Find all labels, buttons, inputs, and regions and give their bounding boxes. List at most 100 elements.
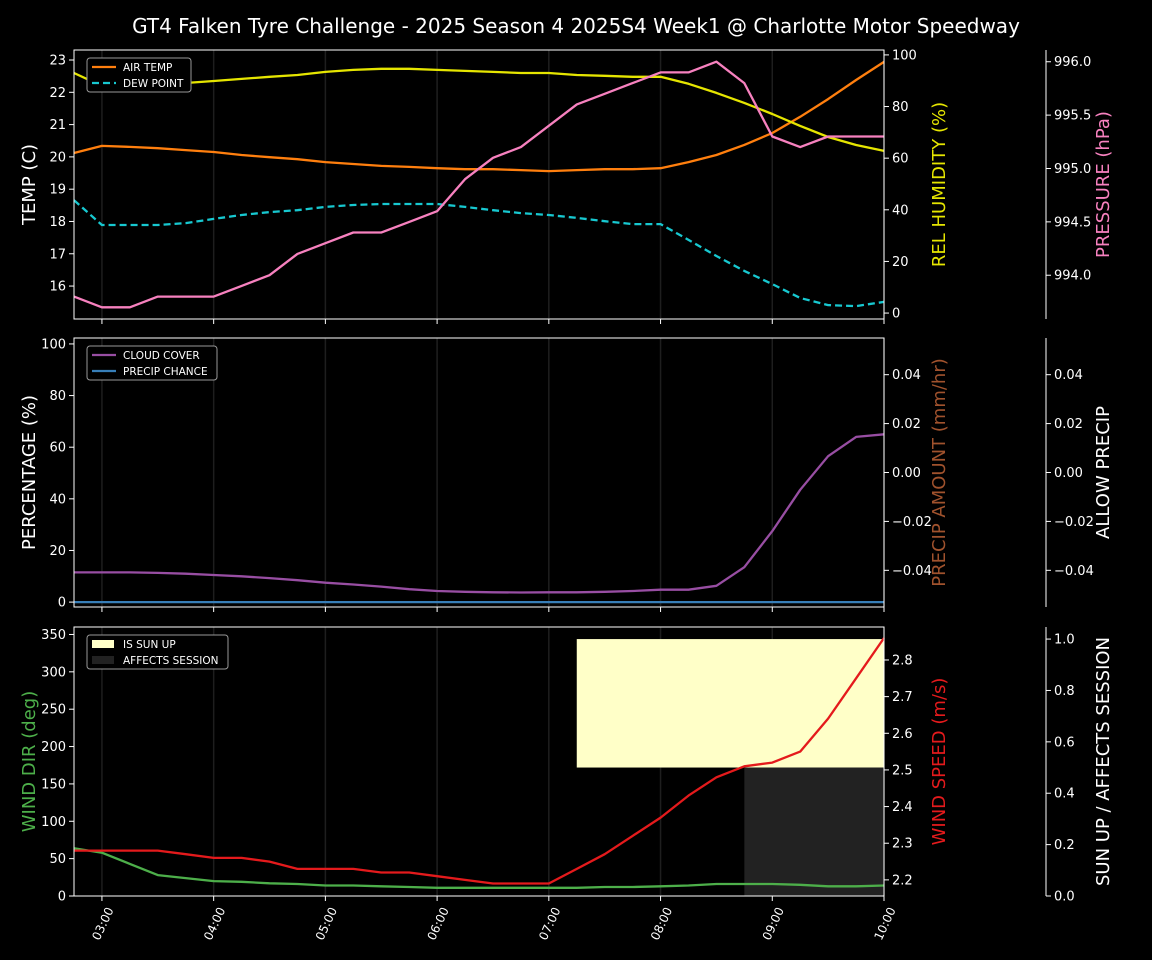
y-tick-label: 0.4 xyxy=(1054,787,1075,802)
y-tick-label: 22 xyxy=(49,86,66,101)
panel-3: 03:00 04:00 05:00 06:00 07:00 08:00 09:00 10:00… xyxy=(19,626,1114,942)
bar-affects-session xyxy=(744,767,884,896)
axis-label-pct: PERCENTAGE (%) xyxy=(19,395,40,550)
axis-label-pres: PRESSURE (hPa) xyxy=(1093,111,1114,258)
y-tick-label: 350 xyxy=(41,628,66,643)
chart-title: GT4 Falken Tyre Challenge - 2025 Season … xyxy=(132,14,1020,38)
y-tick-label: 60 xyxy=(892,152,909,167)
y-tick-label: 0 xyxy=(58,890,66,905)
x-tick-label: 03:00 xyxy=(89,905,116,942)
y-tick-label: 2.3 xyxy=(892,837,913,852)
y-tick-label: 80 xyxy=(49,389,66,404)
y-tick-label: 2.2 xyxy=(892,873,913,888)
axis-label-temp: TEMP (C) xyxy=(19,144,40,226)
y-tick-label: 20 xyxy=(49,150,66,165)
legend-label: PRECIP CHANCE xyxy=(123,366,208,378)
y-tick-label: 0.04 xyxy=(1054,368,1083,383)
x-tick-label: 06:00 xyxy=(424,905,451,942)
axis-label-hum: REL HUMIDITY (%) xyxy=(929,102,950,267)
legend-label: DEW POINT xyxy=(123,78,184,90)
y-tick-label: 0.04 xyxy=(892,368,921,383)
y-tick-label: 60 xyxy=(49,441,66,456)
series-line-pres xyxy=(73,60,884,309)
y-tick-label: 40 xyxy=(892,203,909,218)
legend-swatch xyxy=(92,640,114,648)
y-tick-label: 0.00 xyxy=(892,466,921,481)
y-tick-label: 0 xyxy=(892,307,900,322)
y-tick-label: 100 xyxy=(41,815,66,830)
y-tick-label: 19 xyxy=(49,183,66,198)
y-tick-label: 100 xyxy=(892,48,917,63)
y-tick-label: 300 xyxy=(41,665,66,680)
series-line-wspd xyxy=(74,637,885,885)
y-tick-label: 2.7 xyxy=(892,690,913,705)
series-line-wdir xyxy=(73,847,885,889)
plot-frame xyxy=(73,49,885,320)
y-tick-label: 200 xyxy=(41,740,66,755)
y-tick-label: 0.2 xyxy=(1054,838,1075,853)
y-tick-label: 2.6 xyxy=(892,727,913,742)
y-tick-label: 80 xyxy=(892,100,909,115)
y-tick-label: 20 xyxy=(892,255,909,270)
legend-swatch xyxy=(92,656,114,664)
legend: AIR TEMP DEW POINT xyxy=(86,57,192,93)
panel-2: 0 20 40 60 80 100 PERCENTAGE (%) −0.04 −0.02 0.00… xyxy=(19,337,1114,612)
y-tick-label: 20 xyxy=(49,544,66,559)
y-tick-label: 2.5 xyxy=(892,763,913,778)
y-tick-label: 40 xyxy=(49,492,66,507)
y-tick-label: −0.02 xyxy=(1054,515,1094,530)
legend-label: IS SUN UP xyxy=(123,639,176,651)
y-tick-label: 0.02 xyxy=(892,417,921,432)
axis-label-allow: ALLOW PRECIP xyxy=(1093,406,1114,539)
y-tick-label: 0.6 xyxy=(1054,735,1075,750)
legend: IS SUN UP AFFECTS SESSION xyxy=(86,634,229,670)
legend-box xyxy=(86,634,229,670)
x-tick-label: 04:00 xyxy=(201,905,228,942)
y-tick-label: 21 xyxy=(49,118,66,133)
axis-label-sun: SUN UP / AFFECTS SESSION xyxy=(1093,637,1114,886)
y-tick-label: 995.5 xyxy=(1054,109,1091,124)
y-tick-label: 0.00 xyxy=(1054,466,1083,481)
y-tick-label: 17 xyxy=(49,247,66,262)
x-tick-label: 08:00 xyxy=(648,905,675,942)
legend-label: AIR TEMP xyxy=(123,62,172,74)
y-tick-label: −0.04 xyxy=(892,564,932,579)
y-tick-label: 2.8 xyxy=(892,653,913,668)
y-tick-label: 2.4 xyxy=(892,800,913,815)
x-tick-label: 07:00 xyxy=(536,905,563,942)
y-tick-label: 100 xyxy=(41,337,66,352)
y-tick-label: 150 xyxy=(41,777,66,792)
y-tick-label: 16 xyxy=(49,280,66,295)
y-tick-label: 994.0 xyxy=(1054,269,1091,284)
y-tick-label: −0.02 xyxy=(892,515,932,530)
panel-1: 16 17 18 19 20 21 22 23 TEMP (C) 0 20 40 60 80 100 REL … xyxy=(19,48,1114,324)
legend-label: CLOUD COVER xyxy=(123,350,200,362)
y-tick-label: 50 xyxy=(49,852,66,867)
y-tick-label: 0.0 xyxy=(1054,890,1075,905)
y-tick-label: 18 xyxy=(49,215,66,230)
x-tick-label: 10:00 xyxy=(871,905,898,942)
legend: CLOUD COVER PRECIP CHANCE xyxy=(86,345,218,381)
series-line-temp xyxy=(73,199,885,308)
y-tick-label: 994.5 xyxy=(1054,215,1091,230)
axis-label-wdir: WIND DIR (deg) xyxy=(19,691,40,833)
y-tick-label: 995.0 xyxy=(1054,162,1091,177)
y-tick-label: 1.0 xyxy=(1054,633,1075,648)
y-tick-label: 996.0 xyxy=(1054,55,1091,70)
x-tick-label: 09:00 xyxy=(760,905,787,942)
y-tick-label: 23 xyxy=(49,54,66,69)
y-tick-label: 0 xyxy=(58,596,66,611)
y-tick-label: 0.02 xyxy=(1054,417,1083,432)
series-line-hum xyxy=(73,67,885,153)
bar-is-sun-up xyxy=(576,639,884,768)
y-tick-label: −0.04 xyxy=(1054,564,1094,579)
legend-label: AFFECTS SESSION xyxy=(123,655,219,667)
x-tick-label: 05:00 xyxy=(313,905,340,942)
y-tick-label: 250 xyxy=(41,703,66,718)
axis-label-pamt: PRECIP AMOUNT (mm/hr) xyxy=(929,358,950,587)
series-line-pct xyxy=(74,433,885,594)
plot-frame xyxy=(73,626,885,897)
y-tick-label: 0.8 xyxy=(1054,684,1075,699)
legend-box xyxy=(86,345,218,381)
